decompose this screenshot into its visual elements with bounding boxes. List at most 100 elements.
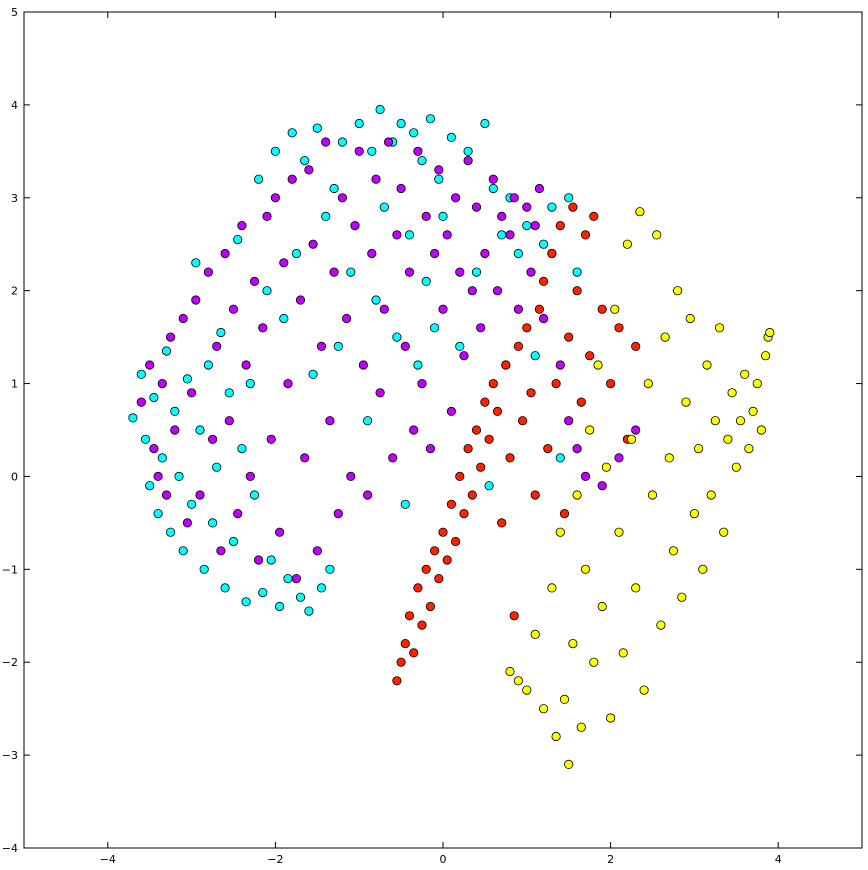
data-point-series-3-39: [689, 508, 700, 519]
x-tick-label-2: 0: [440, 853, 447, 866]
data-point-series-1-50: [358, 360, 368, 370]
data-point-series-0-33: [270, 146, 280, 156]
data-point-series-0-55: [375, 104, 385, 115]
data-point-series-3-53: [748, 406, 758, 416]
data-point-series-3-45: [714, 323, 725, 333]
data-point-series-3-20: [610, 304, 620, 314]
data-point-series-0-63: [413, 360, 423, 370]
data-point-series-0-60: [400, 499, 410, 509]
data-point-series-3-29: [647, 490, 658, 500]
data-point-series-0-20: [216, 327, 226, 338]
points-layer: [128, 104, 775, 770]
data-point-series-3-2: [522, 685, 532, 695]
data-point-series-2-5: [413, 583, 423, 593]
data-point-series-0-7: [161, 346, 172, 356]
data-point-series-1-17: [220, 248, 230, 259]
data-point-series-0-12: [182, 374, 192, 384]
data-point-series-0-69: [438, 211, 448, 221]
data-point-series-2-2: [400, 638, 410, 649]
data-point-series-0-44: [316, 583, 327, 593]
data-point-series-0-13: [187, 499, 197, 509]
data-point-series-2-30: [517, 416, 528, 426]
data-point-series-0-56: [379, 202, 389, 212]
data-point-series-1-43: [329, 267, 339, 277]
data-point-series-3-12: [576, 722, 586, 732]
data-point-series-1-16: [216, 546, 226, 556]
data-point-series-2-34: [534, 304, 545, 314]
data-point-series-2-31: [522, 323, 532, 333]
data-point-series-0-46: [325, 564, 335, 574]
data-point-series-2-10: [434, 573, 444, 584]
data-point-series-2-17: [463, 443, 473, 454]
data-point-series-3-10: [568, 638, 578, 649]
data-point-series-0-82: [538, 239, 549, 249]
data-point-series-1-33: [287, 174, 297, 184]
data-point-series-0-31: [262, 286, 272, 296]
data-point-series-0-83: [547, 202, 557, 212]
data-point-series-2-45: [580, 230, 591, 240]
data-point-series-2-4: [409, 648, 419, 658]
data-point-series-2-14: [450, 536, 461, 547]
data-point-series-1-69: [438, 304, 448, 314]
data-point-series-1-21: [237, 221, 247, 231]
data-point-series-1-73: [455, 267, 465, 277]
data-point-series-2-15: [455, 471, 465, 481]
data-point-series-0-76: [488, 183, 498, 194]
data-point-series-3-54: [752, 378, 762, 389]
data-point-series-0-52: [362, 416, 373, 426]
data-point-series-0-29: [254, 174, 264, 184]
data-point-series-2-44: [576, 397, 586, 407]
data-point-series-1-97: [597, 481, 607, 491]
data-point-series-3-9: [564, 759, 574, 770]
data-point-series-2-37: [547, 248, 557, 259]
data-point-series-2-3: [404, 611, 415, 621]
data-point-series-1-55: [379, 304, 389, 314]
data-point-series-0-80: [522, 221, 532, 231]
y-tick-label-5: 1: [11, 378, 18, 391]
data-point-series-1-42: [325, 416, 335, 426]
data-point-series-0-26: [241, 597, 251, 607]
data-point-series-1-29: [270, 193, 280, 203]
data-point-series-2-25: [497, 518, 507, 528]
data-point-series-0-50: [346, 267, 356, 277]
data-point-series-3-37: [681, 397, 691, 407]
data-point-series-2-42: [568, 202, 578, 212]
data-point-series-1-78: [476, 323, 486, 333]
data-point-series-0-4: [149, 392, 159, 403]
data-point-series-1-53: [371, 174, 381, 184]
data-point-series-3-7: [555, 527, 565, 537]
data-point-series-0-81: [530, 351, 540, 361]
data-point-series-2-18: [467, 490, 477, 500]
data-point-series-0-79: [513, 248, 524, 259]
data-point-series-1-86: [513, 304, 524, 314]
data-point-series-3-47: [723, 434, 733, 444]
data-point-series-1-64: [417, 378, 427, 389]
data-point-series-0-19: [212, 462, 222, 472]
data-point-series-3-0: [505, 666, 515, 677]
data-point-series-3-55: [756, 425, 767, 435]
data-point-series-3-25: [631, 583, 641, 593]
data-point-series-3-28: [643, 378, 653, 389]
data-point-series-1-35: [295, 295, 306, 305]
data-point-series-1-23: [245, 471, 255, 481]
data-point-series-1-32: [283, 378, 293, 389]
data-point-series-3-46: [719, 527, 729, 537]
data-point-series-0-36: [283, 573, 293, 584]
data-point-series-1-39: [312, 546, 322, 556]
data-point-series-0-49: [337, 137, 347, 147]
data-point-series-1-9: [182, 518, 192, 528]
data-point-series-1-47: [346, 471, 356, 481]
data-point-series-1-90: [534, 183, 545, 194]
data-point-series-1-77: [471, 202, 482, 212]
data-point-series-3-56: [760, 351, 771, 361]
data-point-series-0-40: [300, 156, 310, 166]
data-point-series-2-33: [530, 490, 540, 500]
data-point-series-0-8: [166, 527, 176, 537]
data-point-series-0-86: [572, 267, 582, 277]
data-point-series-1-58: [392, 230, 402, 240]
data-point-series-1-49: [354, 146, 364, 156]
plot-frame: [23, 11, 863, 849]
data-point-series-1-7: [170, 425, 180, 435]
data-point-series-2-0: [392, 676, 402, 686]
